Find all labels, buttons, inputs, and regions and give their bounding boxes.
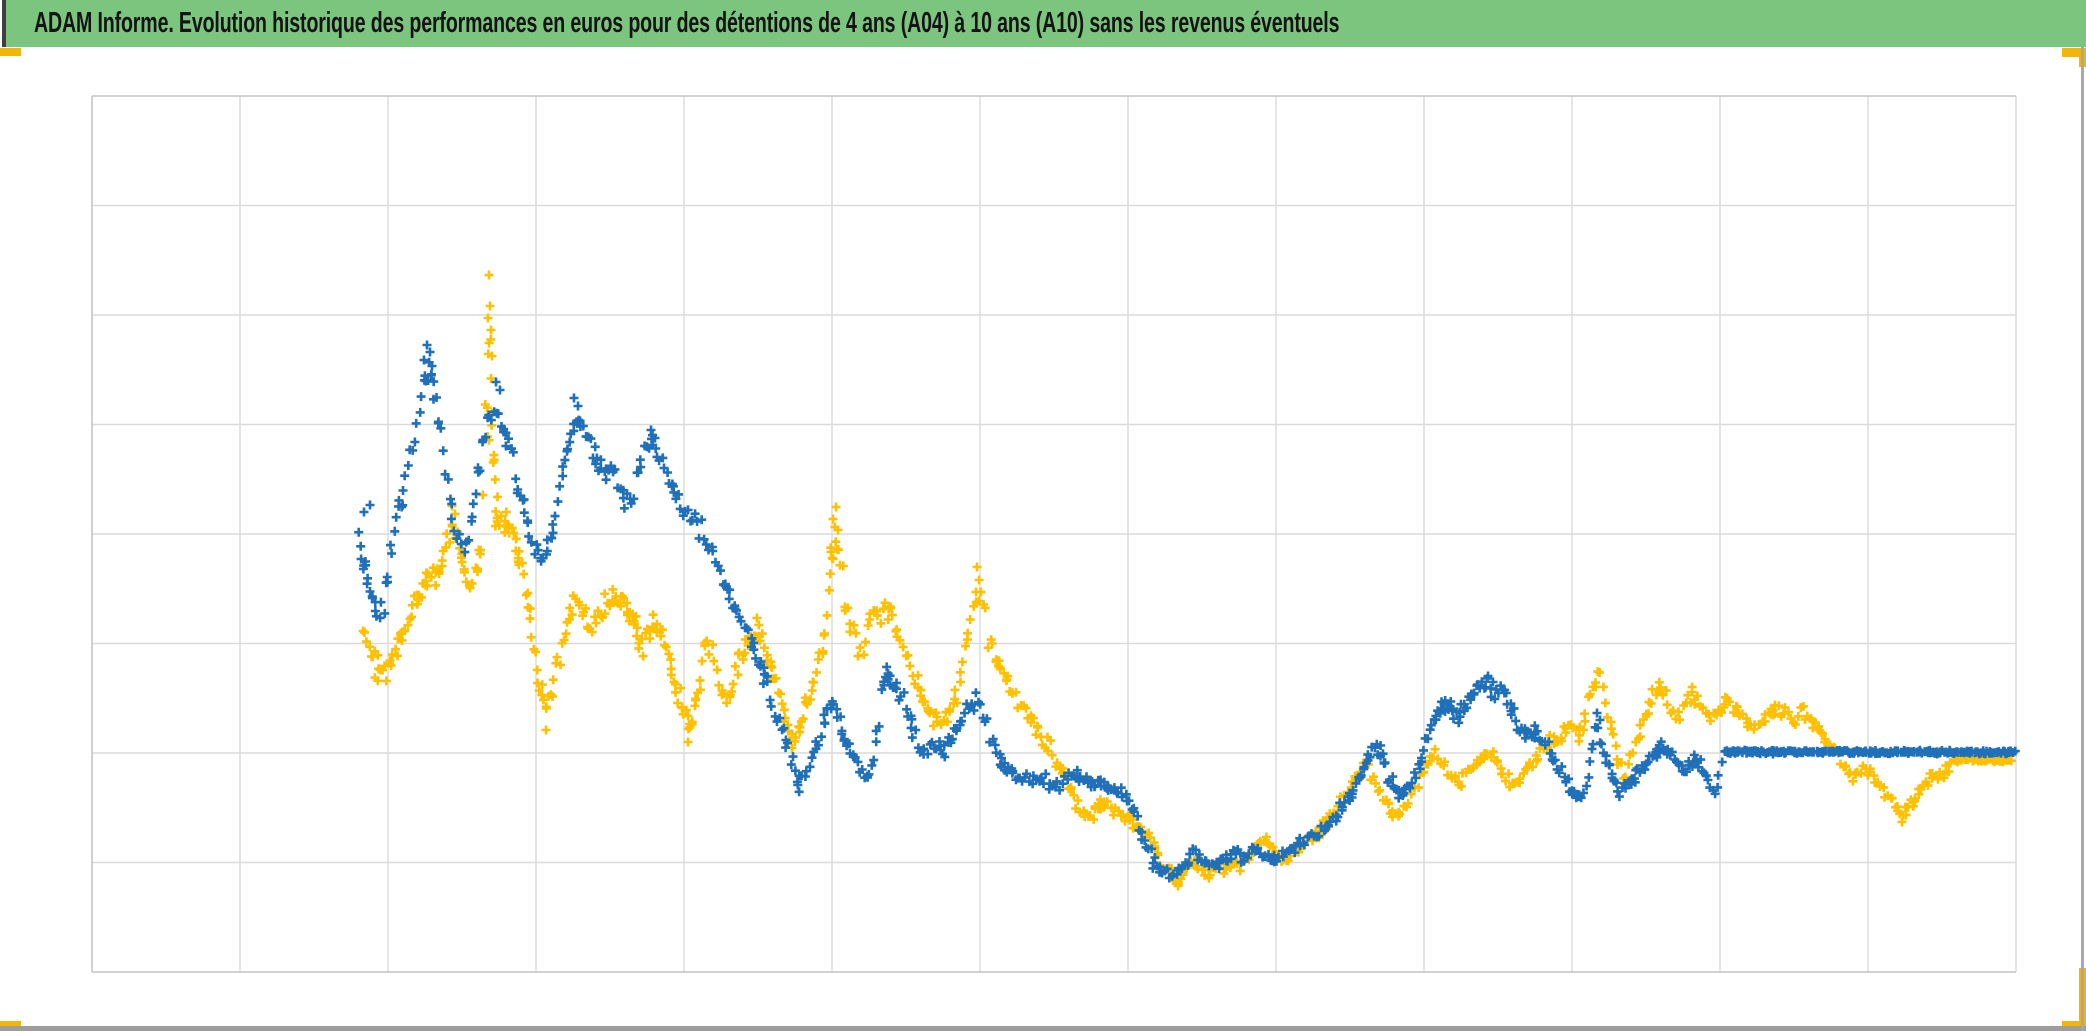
corner-mark-top-left [0,48,21,56]
series-markers-gold [358,270,2016,891]
window-edge-left [2,0,6,47]
title-bar: ADAM Informe. Evolution historique des p… [6,0,2086,47]
corner-mark-bottom-right-horizontal [2062,1021,2086,1030]
window-edge-right [2081,47,2084,1031]
corner-mark-top-right-horizontal [2062,48,2086,57]
bottom-edge-bar [0,1026,2086,1031]
chart-title: ADAM Informe. Evolution historique des p… [34,7,1340,39]
corner-mark-bottom-left [0,1021,21,1029]
series-markers-blue [354,340,2020,883]
